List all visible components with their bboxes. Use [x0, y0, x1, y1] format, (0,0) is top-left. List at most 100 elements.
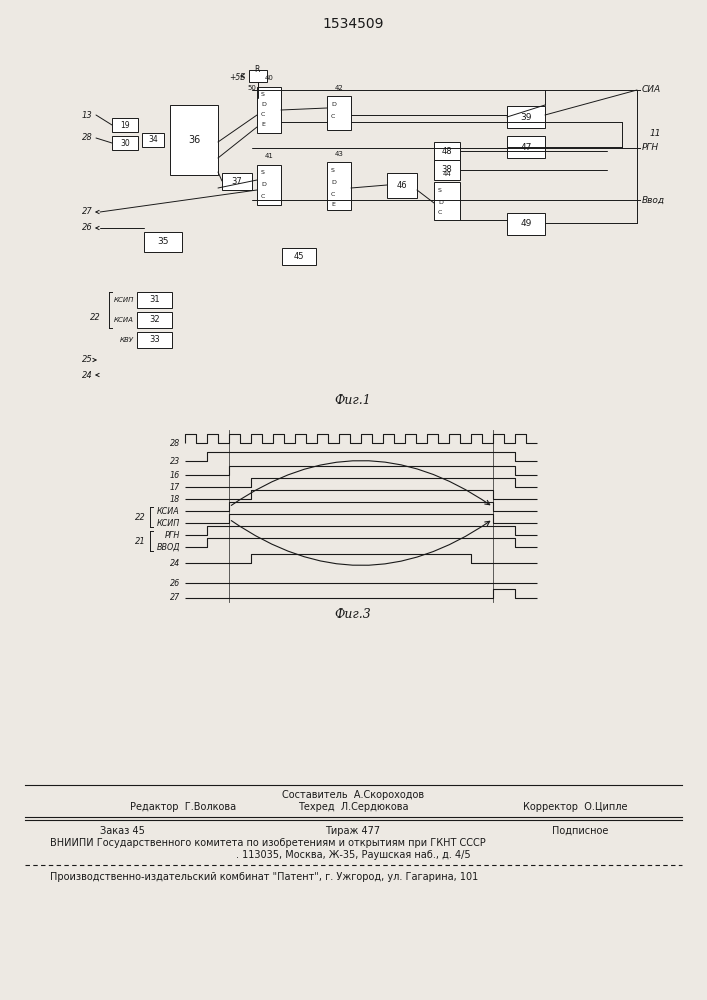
Bar	[112, 136, 138, 150]
Text: Составитель  А.Скороходов: Составитель А.Скороходов	[282, 790, 424, 800]
Text: КСИП: КСИП	[157, 518, 180, 528]
Text: 38: 38	[442, 165, 452, 174]
Text: 1534509: 1534509	[322, 17, 384, 31]
Text: 48: 48	[442, 146, 452, 155]
Text: 45: 45	[293, 252, 304, 261]
Text: 32: 32	[149, 316, 160, 324]
Text: 35: 35	[157, 237, 169, 246]
Text: Подписное: Подписное	[551, 826, 608, 836]
Text: Производственно-издательский комбинат "Патент", г. Ужгород, ул. Гагарина, 101: Производственно-издательский комбинат "П…	[50, 872, 478, 882]
Text: 22: 22	[135, 512, 146, 522]
Text: 27: 27	[82, 208, 93, 217]
Text: +5Б: +5Б	[229, 74, 245, 83]
Text: C: C	[261, 194, 265, 200]
Text: 22: 22	[90, 314, 101, 322]
Text: Фиг.1: Фиг.1	[334, 393, 371, 406]
Text: 16: 16	[170, 471, 180, 480]
Text: Редактор  Г.Волкова: Редактор Г.Волкова	[130, 802, 236, 812]
Bar	[507, 213, 545, 235]
Text: S: S	[331, 167, 335, 172]
Text: 21: 21	[135, 536, 146, 546]
Bar	[282, 248, 316, 265]
Text: 25: 25	[82, 356, 93, 364]
Text: D: D	[331, 180, 336, 184]
Text: R: R	[255, 66, 259, 75]
Text: 44: 44	[443, 171, 451, 177]
Bar	[137, 332, 172, 348]
Text: РГН: РГН	[642, 143, 659, 152]
Text: 37: 37	[232, 177, 243, 186]
Text: 40: 40	[264, 75, 274, 81]
Bar	[434, 182, 460, 220]
Text: 31: 31	[149, 296, 160, 304]
Text: Ввод: Ввод	[642, 196, 665, 205]
Text: Корректор  О.Ципле: Корректор О.Ципле	[522, 802, 627, 812]
Text: ВВОД: ВВОД	[156, 542, 180, 552]
Text: РГН: РГН	[165, 530, 180, 540]
Text: 43: 43	[334, 151, 344, 157]
Text: КСИА: КСИА	[114, 317, 134, 323]
Bar	[222, 173, 252, 190]
Text: 19: 19	[120, 120, 130, 129]
Text: 23: 23	[170, 456, 180, 466]
Bar	[137, 292, 172, 308]
Text: 33: 33	[149, 336, 160, 344]
Text: D: D	[331, 103, 336, 107]
Text: 24: 24	[170, 558, 180, 568]
Text: S: S	[261, 170, 265, 176]
Bar	[507, 136, 545, 158]
Bar	[507, 106, 545, 128]
Text: S: S	[438, 188, 442, 192]
Text: C: C	[261, 112, 265, 117]
Text: 30: 30	[120, 138, 130, 147]
Text: 41: 41	[264, 153, 274, 159]
Text: 50: 50	[247, 85, 257, 91]
Bar	[142, 133, 164, 147]
Bar	[257, 87, 281, 133]
Text: E: E	[331, 202, 335, 207]
Text: КСИП: КСИП	[114, 297, 134, 303]
Text: E: E	[261, 122, 265, 127]
Bar	[434, 142, 460, 160]
Text: ВНИИПИ Государственного комитета по изобретениям и открытиям при ГКНТ СССР: ВНИИПИ Государственного комитета по изоб…	[50, 838, 486, 848]
Text: 49: 49	[520, 220, 532, 229]
Text: 28: 28	[82, 133, 93, 142]
Text: 46: 46	[397, 181, 407, 190]
Bar	[387, 173, 417, 198]
Text: КСИА: КСИА	[157, 506, 180, 516]
Text: D: D	[261, 103, 266, 107]
Text: 13: 13	[82, 110, 93, 119]
Text: 26: 26	[82, 224, 93, 232]
Text: 24: 24	[82, 370, 93, 379]
Bar	[249, 70, 267, 82]
Text: . 113035, Москва, Ж-35, Раушская наб., д. 4/5: . 113035, Москва, Ж-35, Раушская наб., д…	[235, 850, 470, 860]
Text: 18: 18	[170, 494, 180, 504]
Text: Заказ 45: Заказ 45	[100, 826, 145, 836]
Text: 42: 42	[334, 85, 344, 91]
Text: 47: 47	[520, 142, 532, 151]
Text: СИА: СИА	[642, 86, 661, 95]
Text: C: C	[331, 192, 335, 196]
Text: Фиг.3: Фиг.3	[334, 607, 371, 620]
Text: 11: 11	[650, 128, 662, 137]
Text: 39: 39	[520, 112, 532, 121]
Text: 17: 17	[170, 483, 180, 491]
Bar	[327, 96, 351, 130]
Text: D: D	[438, 200, 443, 205]
Bar	[257, 165, 281, 205]
Text: D: D	[261, 182, 266, 188]
Text: Техред  Л.Сердюкова: Техред Л.Сердюкова	[298, 802, 408, 812]
Bar	[144, 232, 182, 252]
Text: КВУ: КВУ	[120, 337, 134, 343]
Bar	[434, 160, 460, 180]
Text: 28: 28	[170, 438, 180, 448]
Bar	[170, 105, 218, 175]
Text: 26: 26	[170, 578, 180, 587]
Bar	[112, 118, 138, 132]
Text: S: S	[261, 93, 265, 98]
Text: 34: 34	[148, 135, 158, 144]
Text: 27: 27	[170, 593, 180, 602]
Text: C: C	[331, 113, 335, 118]
Bar	[327, 162, 351, 210]
Text: Тираж 477: Тираж 477	[325, 826, 380, 836]
